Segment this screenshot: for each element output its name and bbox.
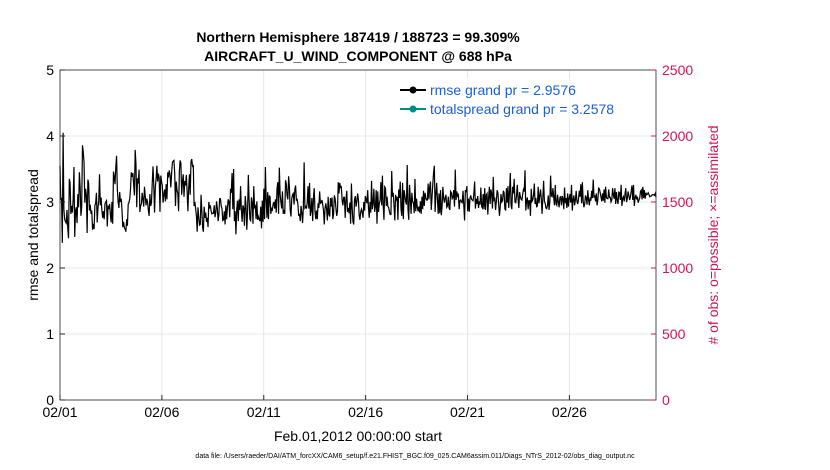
y-tick-right-label: 2500 [662,62,693,78]
y-axis-left: 0 1 2 3 4 5 [46,62,65,408]
x-tick-label: 02/16 [348,404,383,420]
rmse-series [59,132,657,243]
legend-rmse-marker [409,86,417,94]
legend-box [393,78,651,118]
footer-data-file: data file: /Users/raeder/DAI/ATM_forcXX/… [195,453,635,460]
y-tick-left-label: 3 [46,194,54,210]
y-axis-right-label: # of obs: o=possible; ×=assimilated [705,125,721,344]
y-tick-right-label: 1500 [662,194,693,210]
x-tick-label: 02/21 [450,404,485,420]
legend-rmse-label: rmse grand pr = 2.9576 [430,82,576,98]
y-axis-right: 0 500 1000 1500 2000 2500 [651,62,693,408]
y-tick-right-label: 1000 [662,260,693,276]
legend-spread-label: totalspread grand pr = 3.2578 [430,101,614,117]
y-tick-right-label: 2000 [662,128,693,144]
y-axis-left-label: rmse and totalspread [25,169,41,301]
chart-title-line-2: AIRCRAFT_U_WIND_COMPONENT @ 688 hPa [204,48,512,64]
x-tick-label: 02/06 [144,404,179,420]
y-tick-left-label: 2 [46,260,54,276]
y-tick-left-label: 0 [46,392,54,408]
x-axis-label: Feb.01,2012 00:00:00 start [274,428,442,444]
rmse-line [59,132,657,243]
x-tick-label: 02/01 [42,404,77,420]
y-tick-right-label: 500 [662,326,686,342]
y-tick-left-label: 5 [46,62,54,78]
x-tick-label: 02/11 [247,404,281,420]
x-axis: 02/01 02/06 02/11 02/16 02/21 02/26 [42,395,587,420]
plot-frame [59,69,657,401]
chart-title-line-1: Northern Hemisphere 187419 / 188723 = 99… [196,29,520,45]
legend: rmse grand pr = 2.9576 totalspread grand… [393,78,651,118]
y-tick-left-label: 4 [46,128,54,144]
legend-spread-marker [409,105,417,113]
y-tick-right-label: 0 [662,392,670,408]
y-tick-left-label: 1 [46,326,54,342]
x-tick-label: 02/26 [552,404,587,420]
